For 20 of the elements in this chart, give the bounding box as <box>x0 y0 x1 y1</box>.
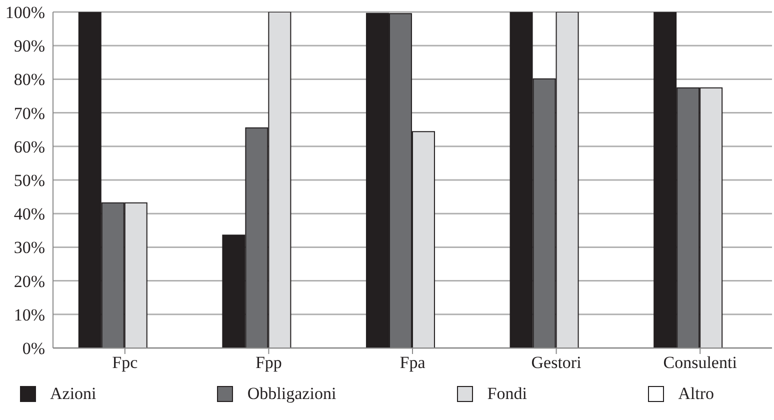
x-tick-label: Gestori <box>531 353 582 372</box>
legend-label: Altro <box>678 384 714 404</box>
x-tick-label: Fpp <box>255 353 282 372</box>
y-tick-label: 60% <box>14 137 45 156</box>
legend-label: Fondi <box>487 384 527 404</box>
x-tick-label: Consulenti <box>663 353 738 372</box>
y-tick-label: 70% <box>14 104 45 123</box>
y-tick-label: 90% <box>14 36 45 56</box>
y-tick-label: 0% <box>22 339 45 358</box>
legend-label: Obbligazioni <box>247 384 336 404</box>
legend-label: Azioni <box>50 384 96 404</box>
y-tick-label: 100% <box>5 3 45 22</box>
y-tick-label: 10% <box>14 305 45 324</box>
x-tick-label: Fpc <box>112 353 138 372</box>
y-tick-label: 30% <box>14 238 45 258</box>
y-tick-label: 50% <box>14 171 45 190</box>
y-tick-label: 40% <box>14 204 45 224</box>
x-tick-label: Fpa <box>400 353 426 372</box>
y-tick-label: 80% <box>14 70 45 90</box>
y-tick-label: 20% <box>14 272 45 291</box>
